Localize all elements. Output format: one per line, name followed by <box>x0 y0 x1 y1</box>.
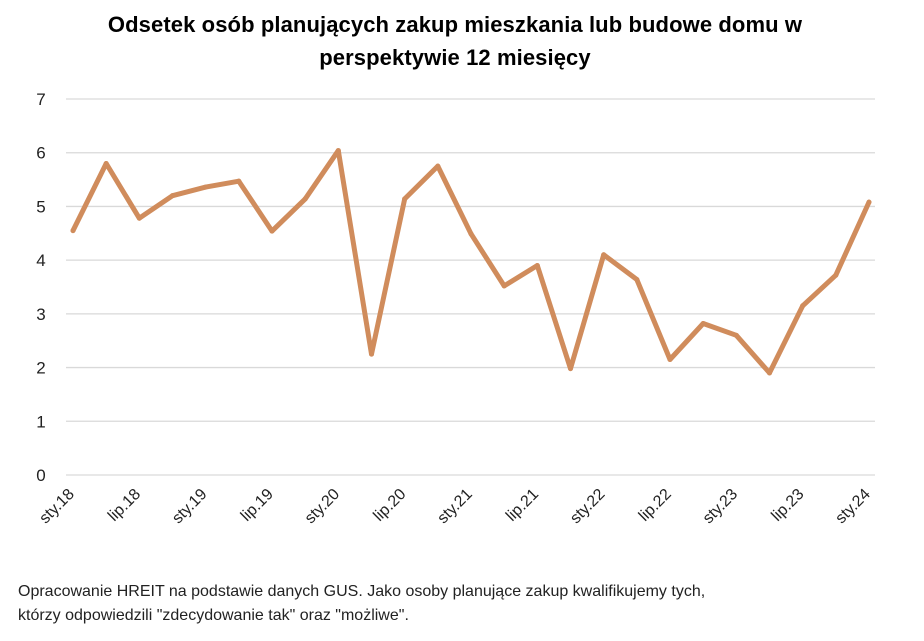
data-point <box>800 303 806 309</box>
x-tick-label: lip.20 <box>370 486 409 525</box>
data-point <box>568 366 573 372</box>
data-point <box>700 321 706 327</box>
x-tick-label: sty.21 <box>434 486 475 527</box>
data-point <box>269 228 275 234</box>
chart-title-line-2: perspektywie 12 miesięcy <box>319 45 591 70</box>
data-point <box>534 263 540 269</box>
source-footnote: Opracowanie HREIT na podstawie danych GU… <box>18 580 898 628</box>
y-tick-label: 0 <box>36 466 45 485</box>
y-axis-tick-labels: 0 1 2 3 4 5 6 7 <box>36 90 45 485</box>
data-point <box>170 193 175 199</box>
data-point <box>369 351 374 357</box>
data-point <box>833 272 839 278</box>
data-point <box>733 332 739 338</box>
footnote-line-2: którzy odpowiedzili "zdecydowanie tak" o… <box>18 607 409 624</box>
data-point <box>203 184 209 190</box>
x-tick-label: lip.23 <box>768 486 807 525</box>
series-line-0 <box>70 148 872 376</box>
data-point <box>767 370 772 376</box>
gridlines <box>66 98 875 476</box>
x-tick-label: lip.21 <box>503 486 542 525</box>
data-point <box>601 252 607 258</box>
x-tick-label: sty.23 <box>700 486 741 527</box>
data-point <box>468 231 474 237</box>
line-chart: 0 1 2 3 4 5 6 7 sty.18 lip.18 sty.19 lip.19 sty.20 l… <box>36 90 875 527</box>
data-point <box>335 148 341 154</box>
x-tick-label: sty.22 <box>567 486 608 527</box>
series-layer <box>70 148 872 376</box>
y-tick-label: 1 <box>36 412 45 431</box>
data-point <box>667 357 673 363</box>
y-tick-label: 4 <box>36 251 45 270</box>
x-tick-label: sty.18 <box>36 486 77 527</box>
data-point <box>302 196 308 202</box>
data-point <box>435 163 441 169</box>
data-point <box>402 196 408 202</box>
data-point <box>136 215 142 221</box>
data-point <box>70 228 76 234</box>
data-point <box>501 283 507 289</box>
x-tick-label: sty.24 <box>832 486 873 527</box>
y-tick-label: 2 <box>36 359 45 378</box>
data-point <box>236 178 242 184</box>
x-axis-tick-labels: sty.18 lip.18 sty.19 lip.19 sty.20 lip.20 sty.… <box>36 486 873 527</box>
y-tick-label: 7 <box>36 90 45 109</box>
x-tick-label: lip.22 <box>636 486 675 525</box>
x-tick-label: sty.20 <box>302 486 343 527</box>
footnote-line-1: Opracowanie HREIT na podstawie danych GU… <box>18 583 706 600</box>
data-point <box>866 199 872 205</box>
chart-title-line-1: Odsetek osób planujących zakup mieszkani… <box>107 12 803 37</box>
y-tick-label: 6 <box>36 144 45 163</box>
x-tick-label: lip.19 <box>238 486 277 525</box>
x-tick-label: sty.19 <box>169 486 210 527</box>
data-point <box>634 276 640 282</box>
y-tick-label: 5 <box>36 197 45 216</box>
y-tick-label: 3 <box>36 305 45 324</box>
data-point <box>103 160 109 166</box>
chart-title: Odsetek osób planujących zakup mieszkani… <box>0 8 910 74</box>
x-tick-label: lip.18 <box>105 486 144 525</box>
